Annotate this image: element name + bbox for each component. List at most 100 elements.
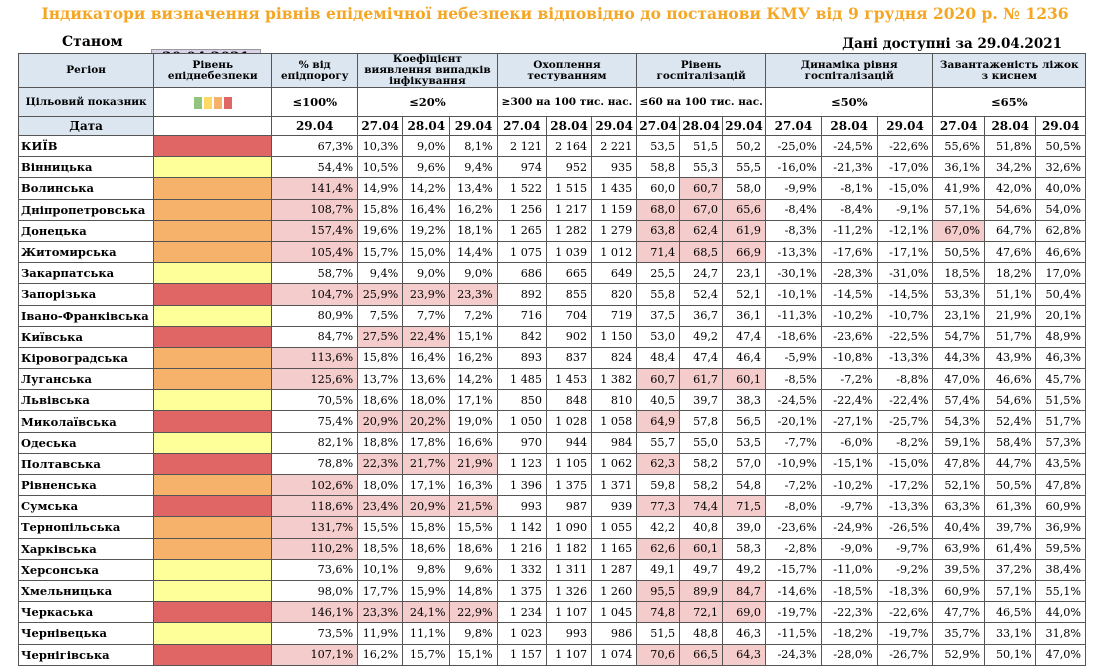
dyn-value: -11,2% bbox=[820, 219, 878, 242]
detection-value: 16,2% bbox=[449, 346, 498, 370]
detection-value: 9,0% bbox=[402, 134, 451, 158]
testing-value: 1 396 bbox=[496, 473, 548, 497]
level-cell bbox=[153, 389, 273, 412]
testing-value: 1 182 bbox=[546, 537, 593, 560]
testing-value: 1 157 bbox=[496, 643, 548, 666]
detection-value: 16,2% bbox=[449, 198, 498, 221]
level-cell bbox=[153, 495, 273, 518]
threshold-pct: 75,4% bbox=[271, 410, 359, 433]
detection-value: 15,5% bbox=[449, 516, 498, 539]
target-testing: ≥300 на 100 тис. нас. bbox=[496, 87, 638, 117]
header-detection: Коефіцієнт виявлення випадків інфікуванн… bbox=[357, 53, 498, 88]
table-row: Кіровоградська 113,6% 15,8% 16,4% 16,2% 893 83… bbox=[17, 346, 1086, 370]
oxygen-value: 23,1% bbox=[932, 304, 985, 327]
hosp-value: 60,7 bbox=[679, 177, 724, 200]
table-row: Житомирська 105,4% 15,7% 15,0% 14,4% 1 075 1 0… bbox=[17, 240, 1086, 264]
table-row: Херсонська 73,6% 10,1% 9,8% 9,6% 1 332 1 311 1 … bbox=[17, 558, 1086, 581]
testing-value: 993 bbox=[496, 495, 548, 518]
testing-value: 984 bbox=[591, 431, 638, 454]
hosp-value: 64,9 bbox=[636, 410, 681, 433]
dyn-value: -14,5% bbox=[876, 283, 934, 306]
table-row: Чернівецька 73,5% 11,9% 11,1% 9,8% 1 023 993 98… bbox=[17, 622, 1086, 645]
level-legend bbox=[153, 87, 273, 117]
testing-value: 719 bbox=[591, 304, 638, 327]
testing-value: 820 bbox=[591, 283, 638, 306]
oxygen-value: 51,8% bbox=[983, 134, 1037, 158]
level-cell bbox=[153, 410, 273, 433]
level-cell bbox=[153, 473, 273, 497]
testing-value: 2 121 bbox=[496, 134, 548, 158]
testing-value: 665 bbox=[546, 262, 593, 285]
testing-value: 1 012 bbox=[591, 240, 638, 264]
hosp-value: 70,6 bbox=[636, 643, 681, 666]
detection-value: 21,9% bbox=[449, 452, 498, 476]
testing-value: 1 217 bbox=[546, 198, 593, 221]
dyn-value: -8,1% bbox=[820, 177, 878, 200]
dyn-value: -9,2% bbox=[876, 558, 934, 581]
oxygen-value: 17,0% bbox=[1035, 262, 1086, 285]
hosp-value: 48,8 bbox=[679, 622, 724, 645]
table-row: Запорізька 104,7% 25,9% 23,9% 23,3% 892 855 820… bbox=[17, 283, 1086, 306]
dyn-value: -18,3% bbox=[876, 579, 934, 603]
level-cell bbox=[153, 368, 273, 391]
hosp-value: 40,5 bbox=[636, 389, 681, 412]
detection-value: 16,2% bbox=[357, 643, 404, 666]
date-cell: 29.04 bbox=[591, 116, 638, 136]
detection-value: 18,6% bbox=[449, 537, 498, 560]
oxygen-value: 42,0% bbox=[983, 177, 1037, 200]
header-oxygen: Завантаженість ліжок з киснем bbox=[932, 53, 1086, 88]
hosp-value: 55,3 bbox=[679, 156, 724, 179]
region-name: Львівська bbox=[17, 389, 155, 412]
table-row: Сумська 118,6% 23,4% 20,9% 21,5% 993 987 939 77,… bbox=[17, 495, 1086, 518]
dyn-value: -10,9% bbox=[765, 452, 822, 476]
dyn-value: -15,7% bbox=[765, 558, 822, 581]
detection-value: 9,0% bbox=[449, 262, 498, 285]
oxygen-value: 45,7% bbox=[1035, 368, 1086, 391]
hosp-value: 55,0 bbox=[679, 431, 724, 454]
date-cell: 28.04 bbox=[820, 116, 878, 136]
dyn-value: -22,4% bbox=[820, 389, 878, 412]
table-row: Чернігівська 107,1% 16,2% 15,7% 15,1% 1 157 1 … bbox=[17, 643, 1086, 666]
testing-value: 1 075 bbox=[496, 240, 548, 264]
threshold-pct: 107,1% bbox=[271, 643, 359, 666]
oxygen-value: 46,3% bbox=[1035, 346, 1086, 370]
dyn-value: -24,9% bbox=[820, 516, 878, 539]
hosp-value: 66,5 bbox=[679, 643, 724, 666]
date-label: Дата bbox=[17, 116, 155, 136]
hosp-value: 46,4 bbox=[722, 346, 766, 370]
dyn-value: -11,5% bbox=[765, 622, 822, 645]
oxygen-value: 50,1% bbox=[983, 643, 1037, 666]
hosp-value: 49,7 bbox=[679, 558, 724, 581]
oxygen-value: 62,8% bbox=[1035, 219, 1086, 242]
oxygen-value: 58,4% bbox=[983, 431, 1037, 454]
hosp-value: 48,4 bbox=[636, 346, 681, 370]
region-name: Івано-Франківська bbox=[17, 304, 155, 327]
target-detection: ≤20% bbox=[357, 87, 498, 117]
testing-value: 944 bbox=[546, 431, 593, 454]
date-cell: 28.04 bbox=[983, 116, 1037, 136]
testing-value: 1 058 bbox=[591, 410, 638, 433]
dyn-value: -9,9% bbox=[765, 177, 822, 200]
hosp-value: 36,1 bbox=[722, 304, 766, 327]
detection-value: 11,1% bbox=[402, 622, 451, 645]
testing-value: 1 279 bbox=[591, 219, 638, 242]
testing-value: 1 105 bbox=[546, 452, 593, 476]
oxygen-value: 54,7% bbox=[932, 325, 985, 348]
detection-value: 24,1% bbox=[402, 601, 451, 624]
date-cell: 29.04 bbox=[722, 116, 766, 136]
oxygen-value: 36,1% bbox=[932, 156, 985, 179]
date-cell: 29.04 bbox=[271, 116, 359, 136]
threshold-pct: 67,3% bbox=[271, 134, 359, 158]
threshold-pct: 80,9% bbox=[271, 304, 359, 327]
dyn-value: -13,3% bbox=[765, 240, 822, 264]
dyn-value: -13,3% bbox=[876, 346, 934, 370]
dyn-value: -24,3% bbox=[765, 643, 822, 666]
oxygen-value: 59,1% bbox=[932, 431, 985, 454]
level-cell bbox=[153, 643, 273, 666]
detection-value: 9,8% bbox=[449, 622, 498, 645]
testing-value: 935 bbox=[591, 156, 638, 179]
detection-value: 18,8% bbox=[357, 431, 404, 454]
detection-value: 19,0% bbox=[449, 410, 498, 433]
table-row: Одеська 82,1% 18,8% 17,8% 16,6% 970 944 984 55,7… bbox=[17, 431, 1086, 454]
detection-value: 13,6% bbox=[402, 368, 451, 391]
